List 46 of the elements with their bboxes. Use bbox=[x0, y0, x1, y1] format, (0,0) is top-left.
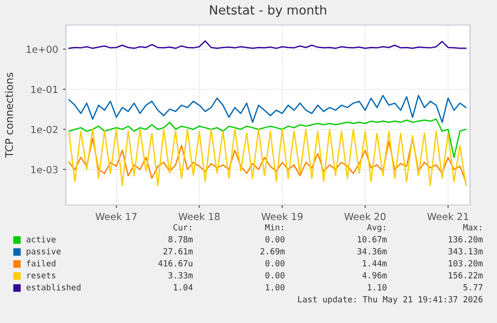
chart-title: Netstat - by month bbox=[210, 4, 326, 18]
text: 10.67m bbox=[358, 236, 387, 242]
line-series bbox=[68, 94, 466, 123]
text: 103.20m bbox=[448, 260, 483, 266]
text: 5.77 bbox=[464, 284, 482, 290]
text: 0.00 bbox=[265, 236, 284, 242]
text: 0.00 bbox=[265, 272, 284, 278]
x-tick-label: Week 19 bbox=[261, 212, 303, 220]
text: 8.78m bbox=[168, 236, 193, 242]
text: 27.61m bbox=[164, 248, 193, 254]
legend-label: failed bbox=[26, 260, 56, 266]
y-tick-label: 1e-03 bbox=[31, 166, 58, 174]
line-series bbox=[68, 118, 466, 158]
y-tick-label: 1e-01 bbox=[31, 86, 58, 94]
text: 34.36m bbox=[357, 248, 387, 254]
text: Avg: bbox=[367, 224, 385, 232]
x-tick-label: Week 18 bbox=[178, 212, 220, 220]
text: 1.44m bbox=[362, 260, 387, 266]
text: Max: bbox=[463, 224, 481, 230]
text: 4.96m bbox=[362, 272, 387, 278]
text: 3.33m bbox=[168, 272, 193, 278]
y-tick-label: 1e+00 bbox=[26, 46, 58, 53]
text: 136.20m bbox=[448, 236, 483, 242]
text: 2.69m bbox=[260, 248, 285, 254]
legend-label: established bbox=[26, 284, 80, 290]
y-tick-label: 1e-02 bbox=[31, 126, 58, 134]
text: 1.04 bbox=[174, 284, 193, 290]
text: Last update: Thu May 21 19:41:37 2026 bbox=[298, 296, 482, 304]
x-tick-label: Week 17 bbox=[96, 212, 137, 220]
y-axis-title: TCP connections bbox=[4, 72, 14, 158]
x-tick-label: Week 21 bbox=[427, 212, 468, 220]
text: 343.13m bbox=[448, 248, 483, 254]
text: Min: bbox=[265, 224, 283, 230]
text: 1.00 bbox=[266, 284, 284, 290]
text: Cur: bbox=[173, 224, 191, 230]
line-series bbox=[68, 138, 466, 182]
legend-label: resets bbox=[27, 272, 56, 278]
line-series bbox=[68, 40, 466, 49]
text: 0.00 bbox=[265, 260, 284, 266]
text: 416.67u bbox=[158, 260, 192, 266]
text: 1.10 bbox=[368, 284, 386, 290]
x-tick-label: Week 20 bbox=[344, 212, 386, 220]
legend-label: active bbox=[26, 236, 56, 242]
line-series bbox=[68, 128, 466, 186]
text: 156.22m bbox=[448, 272, 483, 278]
legend-label: passive bbox=[26, 248, 61, 256]
